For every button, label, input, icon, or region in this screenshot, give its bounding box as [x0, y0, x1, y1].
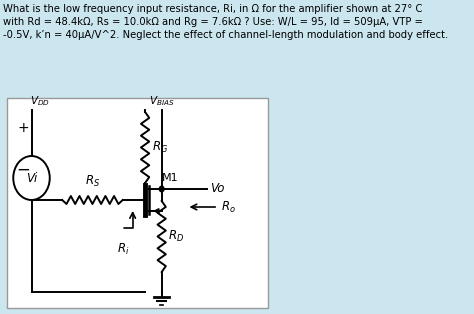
Text: Vi: Vi: [26, 171, 37, 185]
Text: $R_G$: $R_G$: [152, 140, 168, 155]
Text: +: +: [18, 121, 29, 135]
Text: $R_D$: $R_D$: [168, 229, 184, 244]
Text: $R_i$: $R_i$: [118, 242, 130, 257]
Circle shape: [159, 186, 164, 192]
Text: −: −: [16, 161, 30, 179]
Bar: [7, 98, 268, 308]
Text: M1: M1: [162, 173, 178, 183]
Text: What is the low frequency input resistance, Ri, in Ω for the amplifier shown at : What is the low frequency input resistan…: [3, 4, 448, 41]
Text: Vo: Vo: [210, 182, 224, 196]
Text: $R_o$: $R_o$: [220, 199, 236, 214]
Text: $R_S$: $R_S$: [85, 174, 100, 189]
Text: $V_{DD}$: $V_{DD}$: [30, 94, 50, 108]
Text: $V_{BIAS}$: $V_{BIAS}$: [149, 94, 175, 108]
Circle shape: [13, 156, 50, 200]
